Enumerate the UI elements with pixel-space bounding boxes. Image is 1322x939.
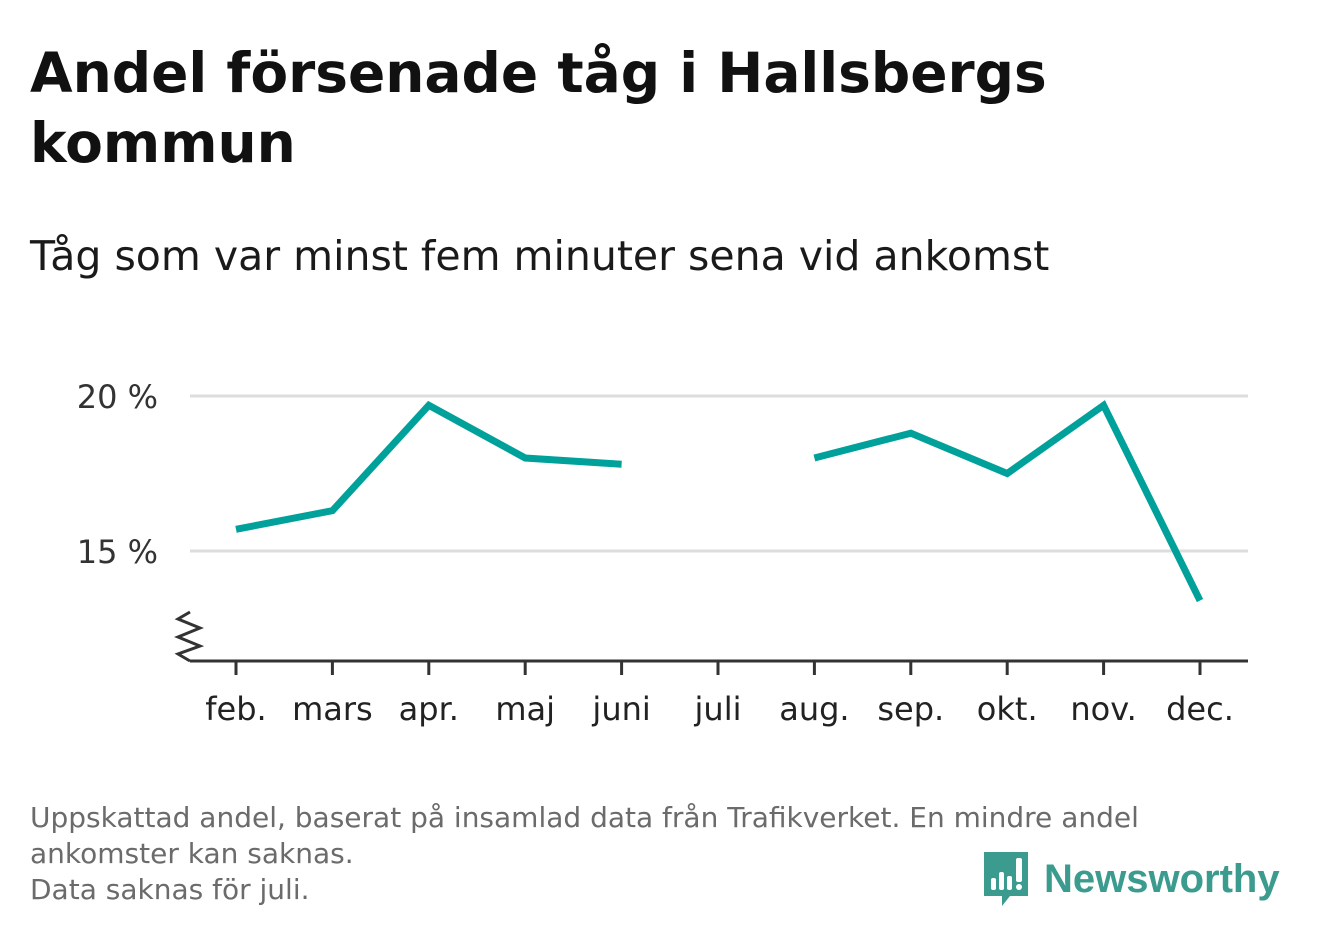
footnote: Uppskattad andel, baserat på insamlad da… xyxy=(30,800,1280,908)
x-tick-label: aug. xyxy=(779,690,849,728)
y-tick-label: 15 % xyxy=(77,533,158,571)
x-tick-label: juli xyxy=(694,690,742,728)
brand-name: Newsworthy xyxy=(1044,856,1280,901)
y-tick-label: 20 % xyxy=(77,378,158,416)
x-tick-label: dec. xyxy=(1166,690,1234,728)
x-tick-label: mars xyxy=(292,690,373,728)
footnote-line-1: Uppskattad andel, baserat på insamlad da… xyxy=(30,801,1139,834)
x-tick-label: nov. xyxy=(1070,690,1136,728)
x-tick-label: apr. xyxy=(399,690,459,728)
x-tick-label: feb. xyxy=(205,690,266,728)
x-tick-label: juni xyxy=(591,690,650,728)
footnote-line-3: Data saknas för juli. xyxy=(30,873,310,906)
newsworthy-logo-icon xyxy=(984,852,1028,906)
footnote-line-2: ankomster kan saknas. xyxy=(30,837,354,870)
chart-title: Andel försenade tåg i Hallsbergs kommun xyxy=(30,41,1047,175)
x-tick-label: okt. xyxy=(977,690,1038,728)
axis-break-icon xyxy=(174,610,205,663)
series-line-segment-1 xyxy=(235,400,622,533)
x-tick-label: maj xyxy=(495,690,555,728)
brand-logo: Newsworthy xyxy=(980,848,1280,910)
series-line-segment-2 xyxy=(813,400,1204,603)
chart-subtitle: Tåg som var minst fem minuter sena vid a… xyxy=(30,232,1050,280)
x-tick-label: sep. xyxy=(877,690,944,728)
